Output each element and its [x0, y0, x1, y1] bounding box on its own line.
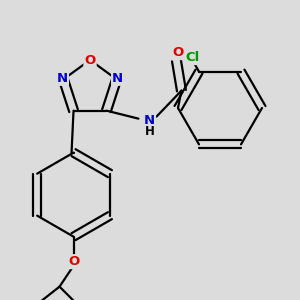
- Text: N: N: [112, 72, 123, 85]
- Text: O: O: [68, 255, 79, 268]
- Text: O: O: [84, 53, 96, 67]
- Text: N: N: [57, 72, 68, 85]
- Text: Cl: Cl: [186, 51, 200, 64]
- Text: H: H: [145, 125, 154, 138]
- Text: N: N: [144, 114, 155, 127]
- Text: O: O: [173, 46, 184, 59]
